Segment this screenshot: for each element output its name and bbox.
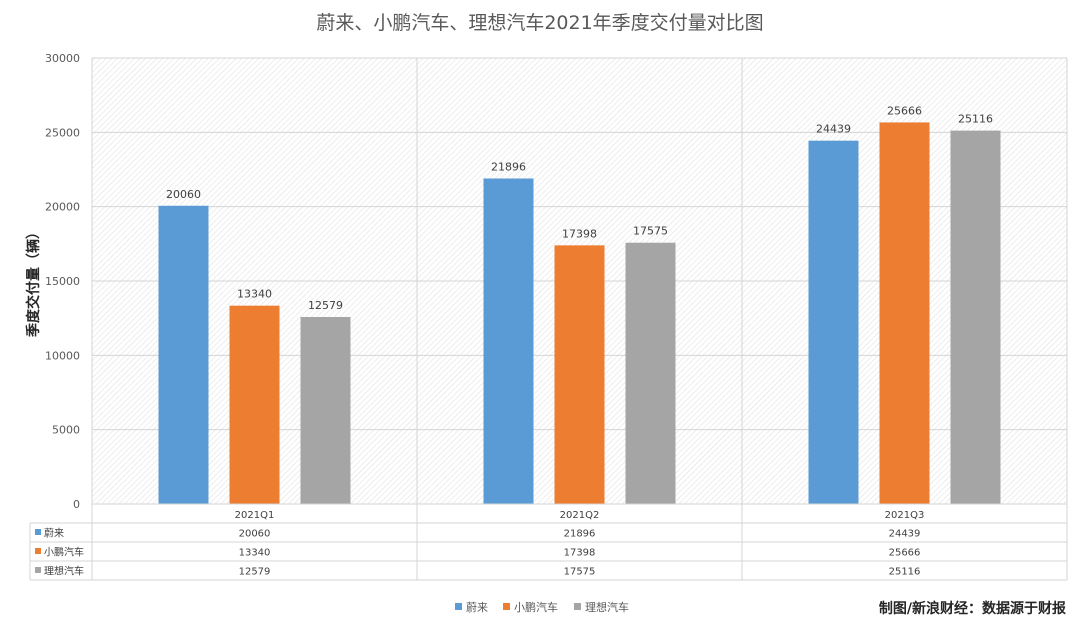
y-tick-label: 5000 [52, 424, 80, 437]
legend: 蔚来 小鹏汽车 理想汽车 [455, 600, 629, 614]
x-tick-label: 2021Q2 [560, 510, 600, 521]
data-table: 2021Q1 2021Q2 2021Q3 蔚来 20060 21896 24439 小鹏汽车 1… [29, 503, 1067, 581]
x-tick-label: 2021Q3 [885, 510, 925, 521]
y-tick-label: 10000 [45, 349, 80, 362]
bar [879, 122, 930, 505]
y-axis-label: 季度交付量（辆） [25, 225, 42, 338]
data-label: 13340 [237, 288, 272, 301]
bar [158, 205, 209, 505]
data-label: 20060 [166, 188, 201, 201]
y-axis-ticks: 0 5000 10000 15000 20000 25000 30000 [45, 52, 80, 511]
table-cell: 24439 [889, 529, 921, 540]
table-cell: 17575 [564, 567, 596, 578]
bar [300, 316, 351, 504]
table-series-swatch [35, 548, 41, 554]
bar [229, 305, 280, 504]
table-series-name: 小鹏汽车 [44, 546, 84, 559]
table-cell: 25666 [889, 548, 921, 559]
data-label: 12579 [308, 299, 343, 312]
data-labels: 20060 13340 12579 21896 17398 17575 24439 25666… [166, 104, 993, 312]
bars [158, 122, 1001, 505]
bar [625, 242, 676, 505]
table-series-name: 理想汽车 [44, 565, 84, 578]
table-series-name: 蔚来 [44, 528, 64, 540]
bar [808, 140, 859, 505]
legend-label: 蔚来 [466, 601, 488, 614]
table-series-swatch [35, 529, 41, 535]
source-credit: 制图/新浪财经：数据源于财报 [879, 600, 1066, 617]
data-label: 25116 [958, 113, 993, 126]
y-tick-label: 25000 [45, 126, 80, 139]
table-cell: 17398 [564, 548, 596, 559]
legend-label: 理想汽车 [585, 600, 629, 614]
data-label: 17398 [562, 227, 597, 240]
chart-title: 蔚来、小鹏汽车、理想汽车2021年季度交付量对比图 [316, 12, 763, 34]
data-label: 25666 [887, 104, 922, 117]
y-tick-label: 0 [73, 498, 80, 511]
bar [950, 130, 1001, 504]
x-tick-label: 2021Q1 [235, 510, 275, 521]
y-tick-label: 30000 [45, 52, 80, 65]
bar [554, 245, 605, 504]
legend-swatch [503, 603, 510, 610]
table-cell: 20060 [239, 529, 271, 540]
legend-swatch [574, 603, 581, 610]
y-tick-label: 15000 [45, 275, 80, 288]
bar [483, 178, 534, 504]
table-cell: 21896 [564, 529, 596, 540]
data-label: 21896 [491, 160, 526, 173]
legend-swatch [455, 603, 462, 610]
data-label: 24439 [816, 123, 851, 136]
data-label: 17575 [633, 225, 668, 238]
table-cell: 13340 [239, 548, 271, 559]
table-cell: 12579 [239, 567, 271, 578]
legend-label: 小鹏汽车 [514, 600, 558, 614]
y-tick-label: 20000 [45, 201, 80, 214]
table-cell: 25116 [889, 567, 921, 578]
table-series-swatch [35, 567, 41, 573]
